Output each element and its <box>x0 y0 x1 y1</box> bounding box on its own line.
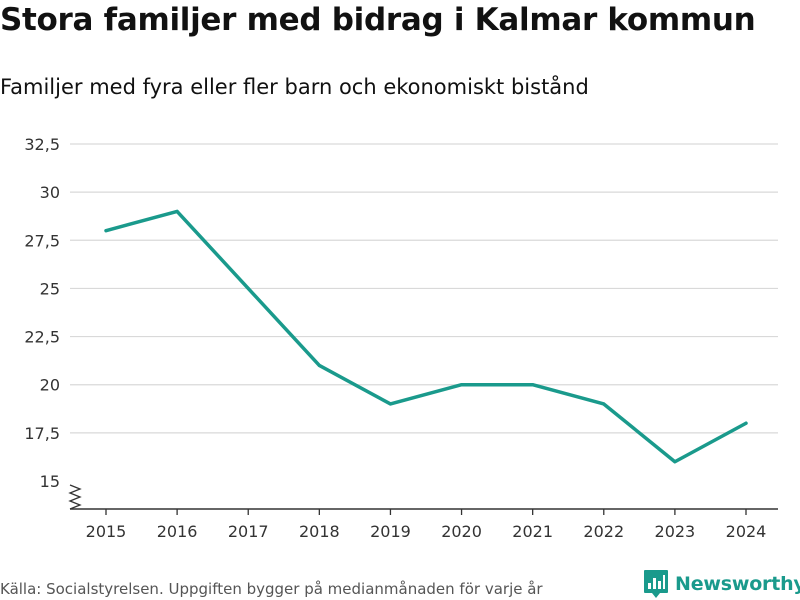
data-point <box>317 363 321 367</box>
y-tick-label: 17,5 <box>24 424 60 443</box>
data-point <box>744 421 748 425</box>
y-axis-ticks: 15 17,5 20 22,5 25 27,5 30 32,5 <box>24 135 60 491</box>
y-tick-label: 20 <box>40 376 60 395</box>
data-point <box>531 383 535 387</box>
x-tick-label: 2023 <box>655 522 696 541</box>
data-point <box>104 229 108 233</box>
series-line <box>104 209 748 464</box>
x-tick-label: 2018 <box>299 522 340 541</box>
x-tick-label: 2019 <box>370 522 411 541</box>
x-tick-label: 2017 <box>228 522 269 541</box>
y-tick-label: 27,5 <box>24 231 60 250</box>
data-point <box>388 402 392 406</box>
x-tick-label: 2024 <box>726 522 767 541</box>
source-note: Källa: Socialstyrelsen. Uppgiften bygger… <box>0 580 543 598</box>
y-tick-label: 15 <box>40 472 60 491</box>
x-axis: 2015 2016 2017 2018 2019 2020 2021 2022 2023 2024 <box>68 484 778 541</box>
data-point <box>175 209 179 213</box>
x-tick-label: 2021 <box>512 522 553 541</box>
x-tick-label: 2015 <box>86 522 127 541</box>
data-point <box>246 286 250 290</box>
y-tick-label: 32,5 <box>24 135 60 154</box>
data-point <box>602 402 606 406</box>
x-tick-label: 2020 <box>441 522 482 541</box>
series-group <box>104 209 748 464</box>
newsworthy-logo-icon <box>644 570 668 598</box>
x-tick-label: 2016 <box>157 522 198 541</box>
chart-title: Stora familjer med bidrag i Kalmar kommu… <box>0 2 756 38</box>
y-tick-label: 30 <box>40 183 60 202</box>
axis-break-icon <box>68 484 82 510</box>
brand-name: Newsworthy <box>675 573 800 595</box>
data-point <box>673 460 677 464</box>
brand-logo: Newsworthy <box>643 569 800 599</box>
y-tick-label: 22,5 <box>24 328 60 347</box>
chart-subtitle: Familjer med fyra eller fler barn och ek… <box>0 75 589 99</box>
gridlines <box>70 143 778 434</box>
x-tick-label: 2022 <box>583 522 624 541</box>
y-tick-label: 25 <box>40 279 60 298</box>
data-point <box>460 383 464 387</box>
